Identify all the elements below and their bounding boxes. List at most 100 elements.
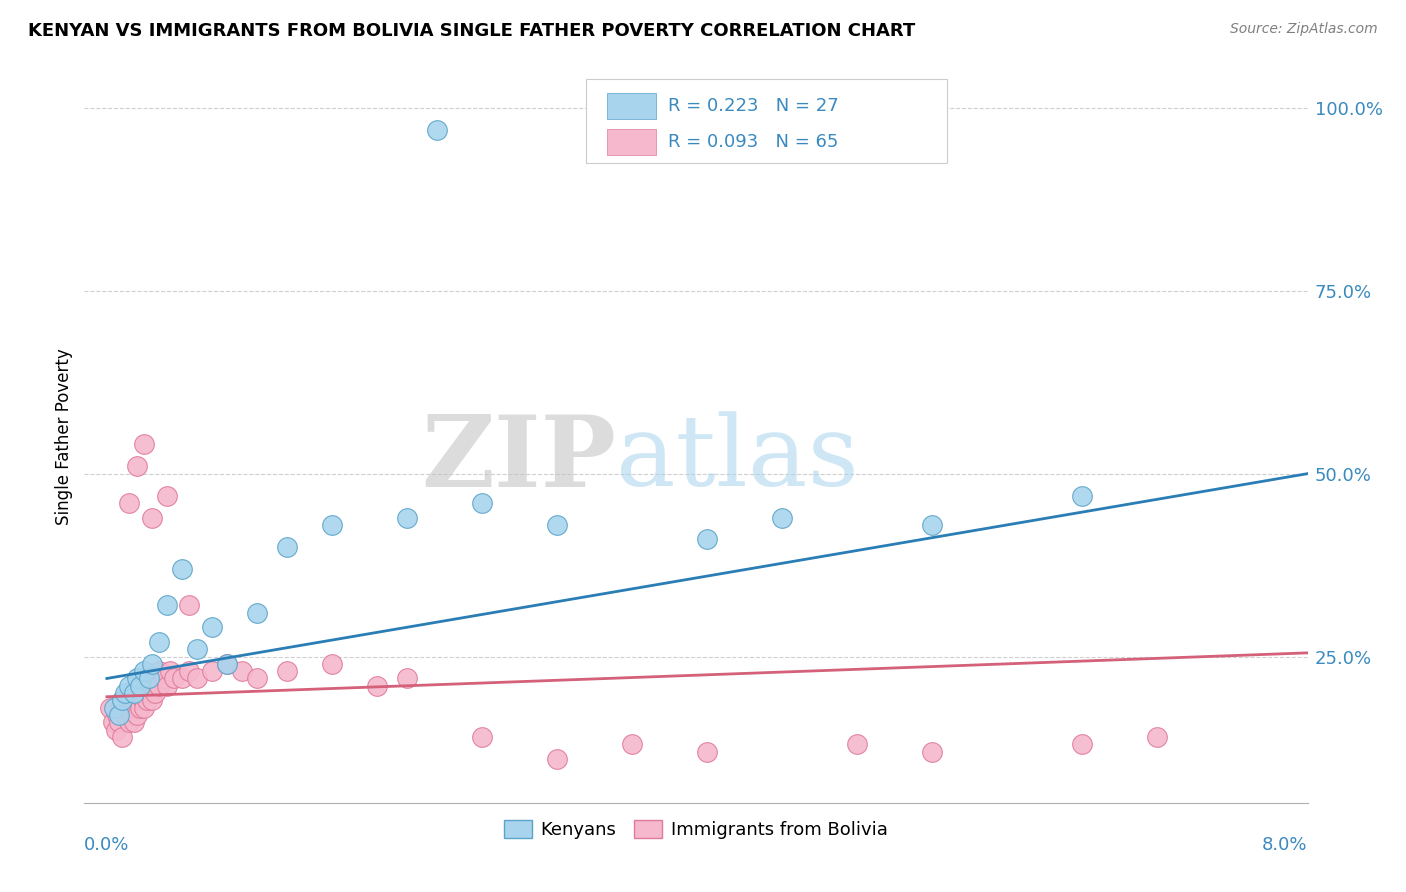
Point	[121, 708, 143, 723]
Point	[621, 108, 644, 122]
Point	[321, 657, 343, 671]
FancyBboxPatch shape	[586, 78, 946, 163]
Point	[921, 745, 943, 759]
Y-axis label: Single Father Poverty: Single Father Poverty	[55, 349, 73, 525]
Point	[136, 693, 159, 707]
Point	[276, 664, 298, 678]
Point	[120, 693, 142, 707]
Point	[426, 123, 449, 137]
Point	[134, 679, 156, 693]
FancyBboxPatch shape	[606, 129, 655, 155]
Point	[921, 517, 943, 532]
Point	[621, 737, 644, 751]
Point	[111, 693, 134, 707]
Point	[138, 672, 160, 686]
Point	[396, 672, 419, 686]
Point	[111, 730, 134, 744]
Point	[127, 693, 149, 707]
Point	[156, 679, 179, 693]
Point	[471, 496, 494, 510]
Point	[125, 686, 148, 700]
Point	[148, 664, 170, 678]
Point	[471, 730, 494, 744]
Text: atlas: atlas	[616, 411, 859, 507]
Point	[846, 737, 869, 751]
Point	[139, 686, 162, 700]
Point	[125, 672, 148, 686]
Point	[110, 700, 132, 714]
Point	[321, 517, 343, 532]
Point	[138, 679, 160, 693]
Point	[215, 657, 238, 671]
Point	[366, 679, 388, 693]
Point	[179, 599, 201, 613]
Point	[125, 459, 148, 474]
Point	[1146, 730, 1168, 744]
Point	[159, 664, 181, 678]
Point	[1071, 489, 1094, 503]
Point	[246, 672, 269, 686]
Point	[108, 715, 131, 730]
Point	[118, 496, 141, 510]
Point	[134, 700, 156, 714]
Point	[276, 540, 298, 554]
Point	[101, 715, 124, 730]
Point	[201, 664, 224, 678]
Point	[118, 715, 141, 730]
Legend: Kenyans, Immigrants from Bolivia: Kenyans, Immigrants from Bolivia	[498, 813, 894, 847]
Point	[170, 672, 193, 686]
Text: KENYAN VS IMMIGRANTS FROM BOLIVIA SINGLE FATHER POVERTY CORRELATION CHART: KENYAN VS IMMIGRANTS FROM BOLIVIA SINGLE…	[28, 22, 915, 40]
Point	[114, 686, 136, 700]
Point	[108, 708, 131, 723]
Point	[128, 700, 150, 714]
Point	[546, 752, 568, 766]
Point	[141, 679, 163, 693]
Point	[117, 700, 139, 714]
Point	[98, 700, 121, 714]
Point	[186, 672, 208, 686]
Text: R = 0.093   N = 65: R = 0.093 N = 65	[668, 133, 838, 151]
Point	[125, 708, 148, 723]
Point	[145, 672, 167, 686]
Point	[696, 745, 718, 759]
Point	[231, 664, 253, 678]
Point	[148, 635, 170, 649]
Point	[118, 686, 141, 700]
Point	[1071, 737, 1094, 751]
Point	[122, 686, 145, 700]
Point	[141, 510, 163, 524]
Point	[170, 562, 193, 576]
Point	[153, 672, 176, 686]
Point	[122, 715, 145, 730]
FancyBboxPatch shape	[606, 94, 655, 119]
Point	[114, 708, 136, 723]
Point	[215, 657, 238, 671]
Text: 0.0%: 0.0%	[84, 836, 129, 854]
Point	[156, 599, 179, 613]
Point	[122, 693, 145, 707]
Point	[179, 664, 201, 678]
Point	[128, 679, 150, 693]
Point	[246, 606, 269, 620]
Point	[103, 700, 125, 714]
Point	[396, 510, 419, 524]
Point	[186, 642, 208, 657]
Text: ZIP: ZIP	[422, 410, 616, 508]
Point	[770, 510, 793, 524]
Point	[105, 708, 128, 723]
Point	[141, 693, 163, 707]
Point	[546, 517, 568, 532]
Text: R = 0.223   N = 27: R = 0.223 N = 27	[668, 97, 838, 115]
Point	[141, 657, 163, 671]
Point	[111, 693, 134, 707]
Point	[134, 437, 156, 451]
Point	[118, 679, 141, 693]
Point	[131, 686, 153, 700]
Text: 8.0%: 8.0%	[1263, 836, 1308, 854]
Point	[163, 672, 186, 686]
Point	[201, 620, 224, 634]
Point	[696, 533, 718, 547]
Point	[148, 679, 170, 693]
Point	[135, 686, 157, 700]
Text: Source: ZipAtlas.com: Source: ZipAtlas.com	[1230, 22, 1378, 37]
